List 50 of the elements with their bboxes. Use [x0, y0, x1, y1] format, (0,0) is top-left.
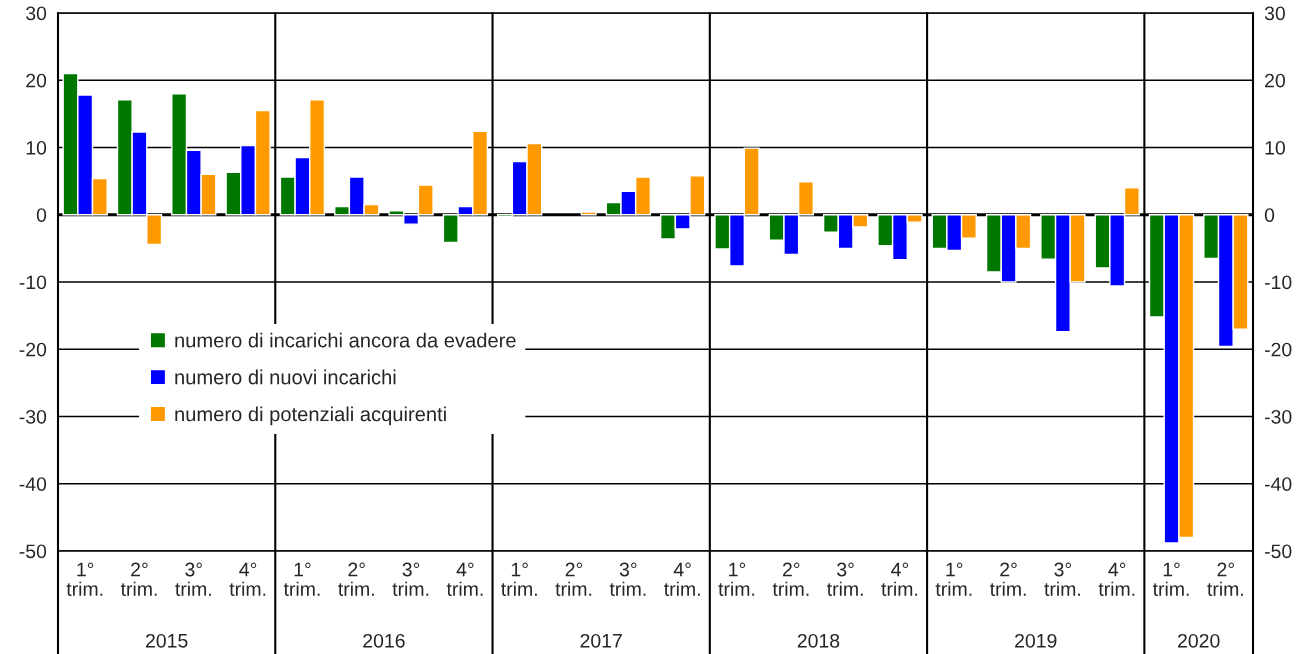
text: 2020 [1178, 633, 1220, 648]
x-tick-label: 2° trim. [555, 562, 592, 596]
x-tick-label: 3° trim. [392, 562, 429, 596]
x-tick-label: 1° trim. [1152, 562, 1189, 596]
y2-tick-label: -10 [1264, 275, 1292, 290]
x-tick-label: 2° trim. [1207, 562, 1243, 596]
legend-label: numero di nuovi incarichi [175, 369, 396, 385]
text: 2019 [1015, 633, 1057, 648]
y2-tick-label: -30 [1264, 409, 1292, 424]
x-tick-label: 4° trim. [229, 562, 266, 596]
y-tick-label: -20 [19, 342, 47, 357]
text: 2018 [797, 633, 840, 648]
legend-label: numero di incarichi ancora da evadere [175, 332, 516, 348]
y2-tick-label: -40 [1264, 477, 1292, 491]
y-tick-label: 30 [26, 6, 47, 21]
x-tick-label: 1° trim. [718, 562, 755, 596]
x-tick-label: 2° trim. [338, 562, 374, 596]
x-tick-label: 1° trim. [501, 562, 537, 596]
y2-tick-label: 20 [1265, 73, 1285, 88]
y2-tick-label: 10 [1265, 140, 1285, 155]
x-tick-label: 2° trim. [989, 562, 1026, 596]
x-tick-label: 1° trim. [66, 562, 103, 596]
y-tick-label: 0 [36, 208, 47, 222]
x-tick-label: 3° trim. [175, 562, 211, 596]
y2-tick-label: 0 [1264, 208, 1275, 222]
y-tick-label: 10 [26, 140, 47, 155]
text: 2015 [145, 633, 188, 648]
y2-tick-label: -20 [1264, 342, 1292, 357]
text: 2017 [580, 633, 622, 648]
y-tick-label: -40 [19, 477, 47, 491]
x-tick-label: 2° trim. [120, 562, 157, 596]
x-tick-label: 1° trim. [283, 562, 320, 596]
text: 2016 [363, 633, 405, 648]
y2-tick-label: -50 [1264, 544, 1292, 559]
x-tick-label: 2° trim. [772, 562, 809, 596]
x-tick-label: 1° trim. [935, 562, 972, 596]
x-tick-label: 4° trim. [664, 562, 700, 596]
x-tick-label: 3° trim. [827, 562, 863, 596]
y-tick-label: -50 [19, 544, 47, 559]
bar [580, 211, 597, 216]
x-tick-label: 3° trim. [1044, 562, 1081, 596]
x-tick-label: 4° trim. [1098, 562, 1135, 596]
x-tick-label: 4° trim. [881, 562, 918, 596]
y-tick-label: -10 [19, 275, 47, 290]
x-tick-label: 3° trim. [609, 562, 646, 596]
y-tick-label: 20 [26, 73, 47, 88]
legend-label: numero di potenziali acquirenti [175, 406, 446, 426]
y2-tick-label: 30 [1264, 6, 1285, 21]
y-tick-label: -30 [19, 409, 47, 424]
x-tick-label: 4° trim. [446, 562, 483, 596]
